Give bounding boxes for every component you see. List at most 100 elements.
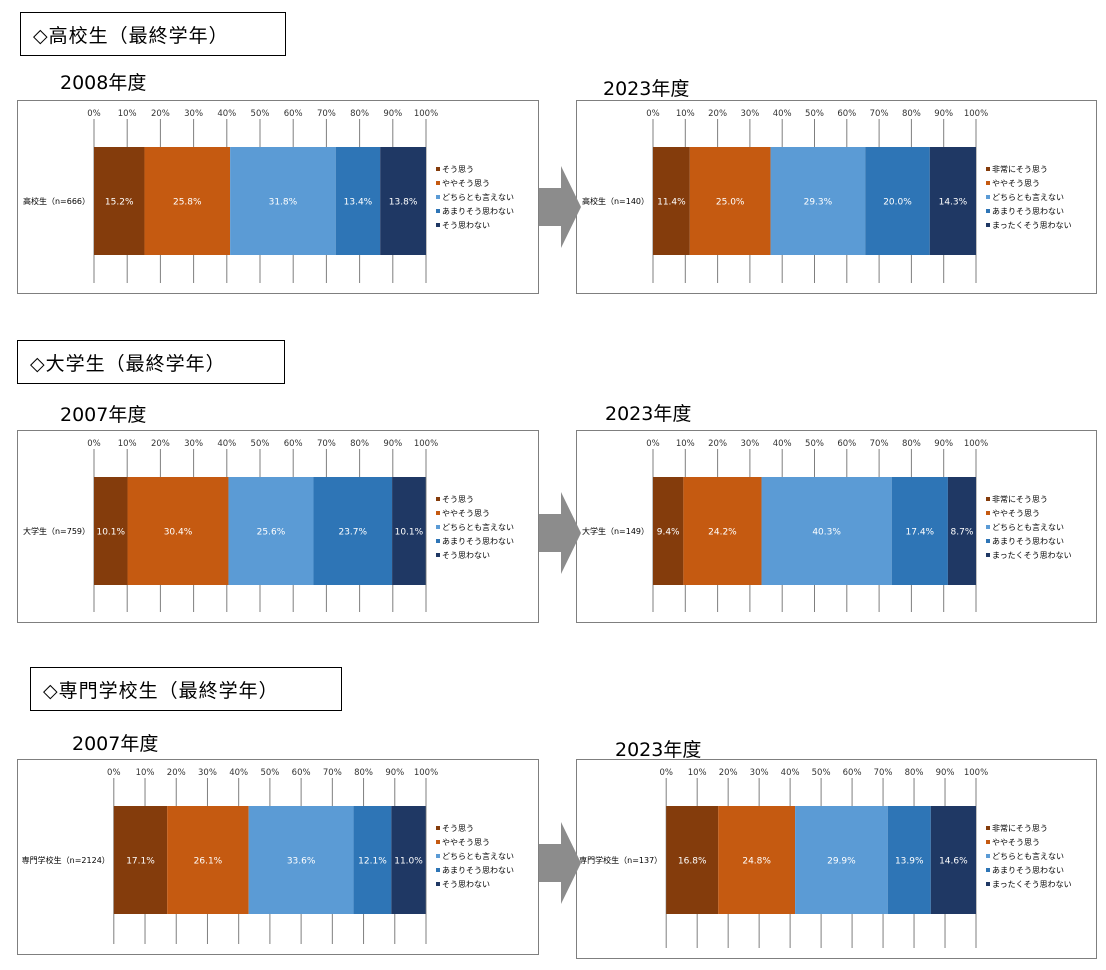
x-tick-label: 0% [87, 109, 101, 119]
legend-swatch [986, 525, 990, 529]
legend-swatch [986, 167, 990, 171]
x-tick-label: 90% [936, 768, 955, 778]
bar-segment [228, 477, 314, 585]
bar-segment [94, 477, 128, 585]
legend-entry: ややそう思う [992, 838, 1040, 847]
x-tick-label: 50% [805, 439, 824, 449]
x-tick-label: 60% [292, 768, 311, 778]
legend-entry: ややそう思う [442, 838, 490, 847]
data-label: 11.0% [394, 857, 423, 867]
legend-entry: まったくそう思わない [992, 221, 1072, 230]
bar-segment [353, 806, 392, 914]
bar-segment [392, 477, 426, 585]
bar-segment [653, 477, 684, 585]
x-tick-label: 100% [414, 768, 438, 778]
section-title-vocational: ◇専門学校生（最終学年） [30, 667, 342, 711]
x-tick-label: 20% [719, 768, 738, 778]
x-tick-label: 60% [837, 439, 856, 449]
legend-swatch [436, 840, 440, 844]
x-tick-label: 50% [260, 768, 279, 778]
legend-swatch [436, 868, 440, 872]
bar-segment [689, 147, 771, 255]
x-tick-label: 30% [740, 109, 759, 119]
chart-svg: 0% 10% 20% 30% 40% 50% 60% 70% 80% 90% 100% 11.4% 25… [582, 109, 1072, 283]
legend-entry: 非常にそう思う [992, 823, 1048, 833]
x-tick-label: 80% [354, 768, 373, 778]
x-tick-label: 100% [414, 109, 438, 119]
chart-vocational-right: 0% 10% 20% 30% 40% 50% 60% 70% 80% 90% 100% 16.8% 24… [576, 759, 1097, 959]
section-title-university: ◇大学生（最終学年） [17, 340, 285, 384]
data-label: 17.4% [906, 528, 935, 538]
x-tick-label: 70% [323, 768, 342, 778]
x-tick-label: 80% [350, 109, 369, 119]
x-tick-label: 100% [964, 109, 988, 119]
legend-entry: ややそう思う [992, 179, 1040, 188]
data-label: 25.0% [716, 198, 745, 208]
x-tick-label: 10% [676, 109, 695, 119]
x-tick-label: 90% [934, 439, 953, 449]
data-label: 24.2% [708, 528, 737, 538]
bar-segment [666, 806, 719, 914]
x-tick-label: 40% [781, 768, 800, 778]
bar-segment [335, 147, 381, 255]
legend-entry: あまりそう思わない [992, 207, 1064, 216]
x-tick-label: 80% [902, 439, 921, 449]
year-label-university-left: 2007年度 [60, 404, 147, 426]
bar-segment [683, 477, 762, 585]
bar-segment [929, 147, 976, 255]
x-tick-label: 70% [870, 109, 889, 119]
x-tick-label: 90% [383, 439, 402, 449]
legend-swatch [436, 882, 440, 886]
data-label: 31.8% [269, 198, 298, 208]
chart-high-school-right: 0% 10% 20% 30% 40% 50% 60% 70% 80% 90% 100% 11.4% 25… [576, 100, 1097, 294]
legend-swatch [436, 511, 440, 515]
x-tick-label: 10% [688, 768, 707, 778]
legend-swatch [986, 223, 990, 227]
x-tick-label: 90% [934, 109, 953, 119]
x-tick-label: 40% [229, 768, 248, 778]
x-tick-label: 70% [874, 768, 893, 778]
data-label: 14.6% [939, 857, 968, 867]
chart-university-left: 0% 10% 20% 30% 40% 50% 60% 70% 80% 90% 100% 10.1% 30… [17, 430, 539, 623]
bar-segment [887, 806, 931, 914]
x-tick-label: 10% [676, 439, 695, 449]
legend-swatch [436, 826, 440, 830]
x-tick-label: 80% [905, 768, 924, 778]
x-tick-label: 20% [151, 109, 170, 119]
bar-segment [761, 477, 892, 585]
data-label: 33.6% [287, 857, 316, 867]
category-label: 高校生（n=666） [23, 196, 90, 206]
x-tick-label: 70% [870, 439, 889, 449]
data-label: 9.4% [657, 528, 680, 538]
legend-swatch [986, 882, 990, 886]
year-label-university-right: 2023年度 [605, 403, 692, 425]
data-label: 40.3% [812, 528, 841, 538]
bar-segment [313, 477, 393, 585]
legend-entry: ややそう思う [992, 509, 1040, 518]
x-tick-label: 40% [773, 439, 792, 449]
year-label-vocational-left: 2007年度 [72, 733, 159, 755]
legend-swatch [986, 826, 990, 830]
data-label: 13.9% [895, 857, 924, 867]
legend-entry: どちらとも言えない [442, 851, 514, 861]
data-label: 25.8% [173, 198, 202, 208]
category-label: 大学生（n=149） [582, 526, 649, 536]
bar-segment [865, 147, 930, 255]
bar-segment [891, 477, 948, 585]
legend-swatch [436, 553, 440, 557]
bar-segment [770, 147, 866, 255]
bar-segment [795, 806, 888, 914]
chart-svg: 0% 10% 20% 30% 40% 50% 60% 70% 80% 90% 100% 9.4% 24.… [582, 439, 1072, 612]
legend-swatch [986, 209, 990, 213]
data-label: 25.6% [257, 528, 286, 538]
category-label: 大学生（n=759） [23, 526, 90, 536]
legend-swatch [436, 167, 440, 171]
data-label: 15.2% [105, 198, 134, 208]
x-tick-label: 20% [708, 439, 727, 449]
year-label-high-school-left: 2008年度 [60, 72, 147, 94]
category-label: 専門学校生（n=137） [579, 855, 662, 865]
x-tick-label: 50% [251, 439, 270, 449]
data-label: 8.7% [951, 528, 974, 538]
arrow-right-icon [539, 492, 581, 574]
legend-entry: ややそう思う [442, 509, 490, 518]
